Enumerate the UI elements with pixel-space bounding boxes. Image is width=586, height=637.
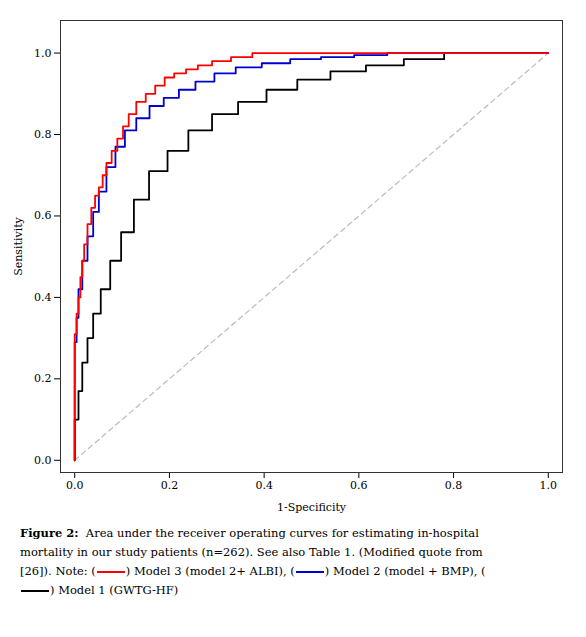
svg-text:0.0: 0.0 xyxy=(34,454,52,467)
svg-text:1.0: 1.0 xyxy=(34,47,52,60)
svg-text:Sensitivity: Sensitivity xyxy=(12,216,25,275)
svg-text:1.0: 1.0 xyxy=(540,479,558,492)
svg-text:0.8: 0.8 xyxy=(445,479,463,492)
svg-text:0.6: 0.6 xyxy=(350,479,368,492)
svg-text:1-Specificity: 1-Specificity xyxy=(277,501,347,514)
svg-text:0.0: 0.0 xyxy=(66,479,84,492)
html-text:[26]). Note: (: [26]). Note: ( xyxy=(20,564,96,578)
html-text:Figure 2: Area under the recei: Figure 2: Area under the receiver operat… xyxy=(20,526,479,540)
html-text:) Model 3 (model 2+ ALBI), (: ) Model 3 (model 2+ ALBI), ( xyxy=(125,564,295,578)
html-text:mortality in our study patient: mortality in our study patients (n=262).… xyxy=(20,545,483,559)
html-text:) Model 1 (GWTG-HF): ) Model 1 (GWTG-HF) xyxy=(50,583,179,597)
html-text:) Model 2 (model + BMP), (: ) Model 2 (model + BMP), ( xyxy=(324,564,486,578)
svg-text:0.4: 0.4 xyxy=(34,291,52,304)
svg-text:0.8: 0.8 xyxy=(34,128,52,141)
svg-text:0.2: 0.2 xyxy=(34,372,52,385)
svg-text:0.4: 0.4 xyxy=(255,479,273,492)
svg-text:0.2: 0.2 xyxy=(161,479,179,492)
svg-text:0.6: 0.6 xyxy=(34,209,52,222)
